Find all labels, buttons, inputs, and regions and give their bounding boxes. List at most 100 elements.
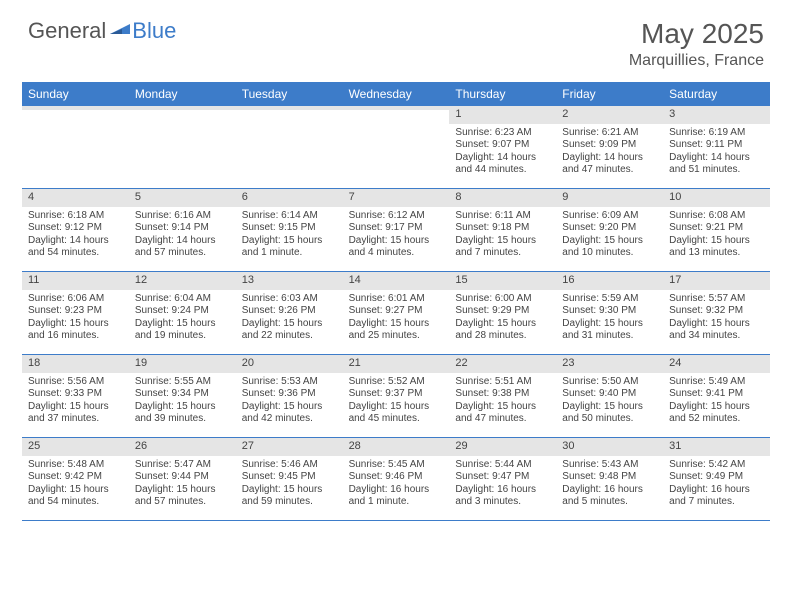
location-label: Marquillies, France <box>629 52 764 70</box>
sunset-text: Sunset: 9:27 PM <box>349 305 444 318</box>
daylight-text: Daylight: 15 hours and 45 minutes. <box>349 401 444 426</box>
week-row: 18Sunrise: 5:56 AMSunset: 9:33 PMDayligh… <box>22 355 770 438</box>
day-number: 26 <box>129 438 236 456</box>
week-row: 4Sunrise: 6:18 AMSunset: 9:12 PMDaylight… <box>22 189 770 272</box>
sunset-text: Sunset: 9:33 PM <box>28 388 123 401</box>
day-body: Sunrise: 5:43 AMSunset: 9:48 PMDaylight:… <box>556 456 663 513</box>
sunset-text: Sunset: 9:24 PM <box>135 305 230 318</box>
sunset-text: Sunset: 9:36 PM <box>242 388 337 401</box>
day-header-row: Sunday Monday Tuesday Wednesday Thursday… <box>22 82 770 106</box>
sunrise-text: Sunrise: 6:03 AM <box>242 293 337 306</box>
day-cell: 7Sunrise: 6:12 AMSunset: 9:17 PMDaylight… <box>343 189 450 271</box>
sunset-text: Sunset: 9:46 PM <box>349 471 444 484</box>
sunset-text: Sunset: 9:34 PM <box>135 388 230 401</box>
day-header-fri: Friday <box>556 82 663 106</box>
day-cell: 6Sunrise: 6:14 AMSunset: 9:15 PMDaylight… <box>236 189 343 271</box>
day-number: 7 <box>343 189 450 207</box>
day-body: Sunrise: 6:19 AMSunset: 9:11 PMDaylight:… <box>663 124 770 181</box>
daylight-text: Daylight: 15 hours and 25 minutes. <box>349 318 444 343</box>
daylight-text: Daylight: 16 hours and 3 minutes. <box>455 484 550 509</box>
daylight-text: Daylight: 16 hours and 7 minutes. <box>669 484 764 509</box>
day-number <box>129 106 236 110</box>
day-body: Sunrise: 6:11 AMSunset: 9:18 PMDaylight:… <box>449 207 556 264</box>
day-cell: 12Sunrise: 6:04 AMSunset: 9:24 PMDayligh… <box>129 272 236 354</box>
day-body: Sunrise: 6:23 AMSunset: 9:07 PMDaylight:… <box>449 124 556 181</box>
day-body: Sunrise: 6:12 AMSunset: 9:17 PMDaylight:… <box>343 207 450 264</box>
day-body: Sunrise: 5:52 AMSunset: 9:37 PMDaylight:… <box>343 373 450 430</box>
day-number: 3 <box>663 106 770 124</box>
daylight-text: Daylight: 15 hours and 37 minutes. <box>28 401 123 426</box>
day-cell: 2Sunrise: 6:21 AMSunset: 9:09 PMDaylight… <box>556 106 663 188</box>
day-cell <box>343 106 450 188</box>
daylight-text: Daylight: 16 hours and 5 minutes. <box>562 484 657 509</box>
sunset-text: Sunset: 9:17 PM <box>349 222 444 235</box>
day-body: Sunrise: 6:08 AMSunset: 9:21 PMDaylight:… <box>663 207 770 264</box>
day-number: 23 <box>556 355 663 373</box>
sunrise-text: Sunrise: 6:23 AM <box>455 127 550 140</box>
day-cell: 16Sunrise: 5:59 AMSunset: 9:30 PMDayligh… <box>556 272 663 354</box>
sunrise-text: Sunrise: 6:09 AM <box>562 210 657 223</box>
daylight-text: Daylight: 15 hours and 54 minutes. <box>28 484 123 509</box>
sunset-text: Sunset: 9:11 PM <box>669 139 764 152</box>
day-number: 21 <box>343 355 450 373</box>
day-number <box>22 106 129 110</box>
day-body: Sunrise: 6:06 AMSunset: 9:23 PMDaylight:… <box>22 290 129 347</box>
logo-text-general: General <box>28 18 106 44</box>
day-number: 2 <box>556 106 663 124</box>
day-cell: 3Sunrise: 6:19 AMSunset: 9:11 PMDaylight… <box>663 106 770 188</box>
sunrise-text: Sunrise: 6:14 AM <box>242 210 337 223</box>
day-cell <box>129 106 236 188</box>
day-body: Sunrise: 5:45 AMSunset: 9:46 PMDaylight:… <box>343 456 450 513</box>
sunrise-text: Sunrise: 5:43 AM <box>562 459 657 472</box>
sunset-text: Sunset: 9:23 PM <box>28 305 123 318</box>
day-body: Sunrise: 5:56 AMSunset: 9:33 PMDaylight:… <box>22 373 129 430</box>
sunrise-text: Sunrise: 6:19 AM <box>669 127 764 140</box>
sunrise-text: Sunrise: 5:42 AM <box>669 459 764 472</box>
sunset-text: Sunset: 9:29 PM <box>455 305 550 318</box>
daylight-text: Daylight: 15 hours and 59 minutes. <box>242 484 337 509</box>
sunrise-text: Sunrise: 6:12 AM <box>349 210 444 223</box>
day-body: Sunrise: 5:57 AMSunset: 9:32 PMDaylight:… <box>663 290 770 347</box>
day-cell: 28Sunrise: 5:45 AMSunset: 9:46 PMDayligh… <box>343 438 450 520</box>
daylight-text: Daylight: 15 hours and 39 minutes. <box>135 401 230 426</box>
sunrise-text: Sunrise: 5:47 AM <box>135 459 230 472</box>
day-body: Sunrise: 6:01 AMSunset: 9:27 PMDaylight:… <box>343 290 450 347</box>
day-body: Sunrise: 6:21 AMSunset: 9:09 PMDaylight:… <box>556 124 663 181</box>
daylight-text: Daylight: 15 hours and 42 minutes. <box>242 401 337 426</box>
daylight-text: Daylight: 15 hours and 52 minutes. <box>669 401 764 426</box>
header: General Blue May 2025 Marquillies, Franc… <box>0 0 792 78</box>
day-cell: 18Sunrise: 5:56 AMSunset: 9:33 PMDayligh… <box>22 355 129 437</box>
sunrise-text: Sunrise: 5:53 AM <box>242 376 337 389</box>
sunset-text: Sunset: 9:38 PM <box>455 388 550 401</box>
day-body: Sunrise: 5:50 AMSunset: 9:40 PMDaylight:… <box>556 373 663 430</box>
day-body: Sunrise: 5:47 AMSunset: 9:44 PMDaylight:… <box>129 456 236 513</box>
day-body: Sunrise: 5:44 AMSunset: 9:47 PMDaylight:… <box>449 456 556 513</box>
sunset-text: Sunset: 9:15 PM <box>242 222 337 235</box>
day-number: 14 <box>343 272 450 290</box>
day-cell: 17Sunrise: 5:57 AMSunset: 9:32 PMDayligh… <box>663 272 770 354</box>
day-cell: 13Sunrise: 6:03 AMSunset: 9:26 PMDayligh… <box>236 272 343 354</box>
day-cell: 21Sunrise: 5:52 AMSunset: 9:37 PMDayligh… <box>343 355 450 437</box>
day-cell: 19Sunrise: 5:55 AMSunset: 9:34 PMDayligh… <box>129 355 236 437</box>
day-cell: 10Sunrise: 6:08 AMSunset: 9:21 PMDayligh… <box>663 189 770 271</box>
day-body: Sunrise: 6:09 AMSunset: 9:20 PMDaylight:… <box>556 207 663 264</box>
day-body: Sunrise: 6:04 AMSunset: 9:24 PMDaylight:… <box>129 290 236 347</box>
day-cell: 1Sunrise: 6:23 AMSunset: 9:07 PMDaylight… <box>449 106 556 188</box>
day-number: 16 <box>556 272 663 290</box>
day-number: 19 <box>129 355 236 373</box>
week-row: 1Sunrise: 6:23 AMSunset: 9:07 PMDaylight… <box>22 106 770 189</box>
day-cell: 5Sunrise: 6:16 AMSunset: 9:14 PMDaylight… <box>129 189 236 271</box>
day-number: 17 <box>663 272 770 290</box>
sunrise-text: Sunrise: 5:59 AM <box>562 293 657 306</box>
week-row: 11Sunrise: 6:06 AMSunset: 9:23 PMDayligh… <box>22 272 770 355</box>
sunrise-text: Sunrise: 5:57 AM <box>669 293 764 306</box>
sunrise-text: Sunrise: 5:44 AM <box>455 459 550 472</box>
day-number: 10 <box>663 189 770 207</box>
sunset-text: Sunset: 9:47 PM <box>455 471 550 484</box>
day-cell: 14Sunrise: 6:01 AMSunset: 9:27 PMDayligh… <box>343 272 450 354</box>
day-header-tue: Tuesday <box>236 82 343 106</box>
sunset-text: Sunset: 9:07 PM <box>455 139 550 152</box>
day-number: 6 <box>236 189 343 207</box>
day-cell: 23Sunrise: 5:50 AMSunset: 9:40 PMDayligh… <box>556 355 663 437</box>
day-cell: 30Sunrise: 5:43 AMSunset: 9:48 PMDayligh… <box>556 438 663 520</box>
